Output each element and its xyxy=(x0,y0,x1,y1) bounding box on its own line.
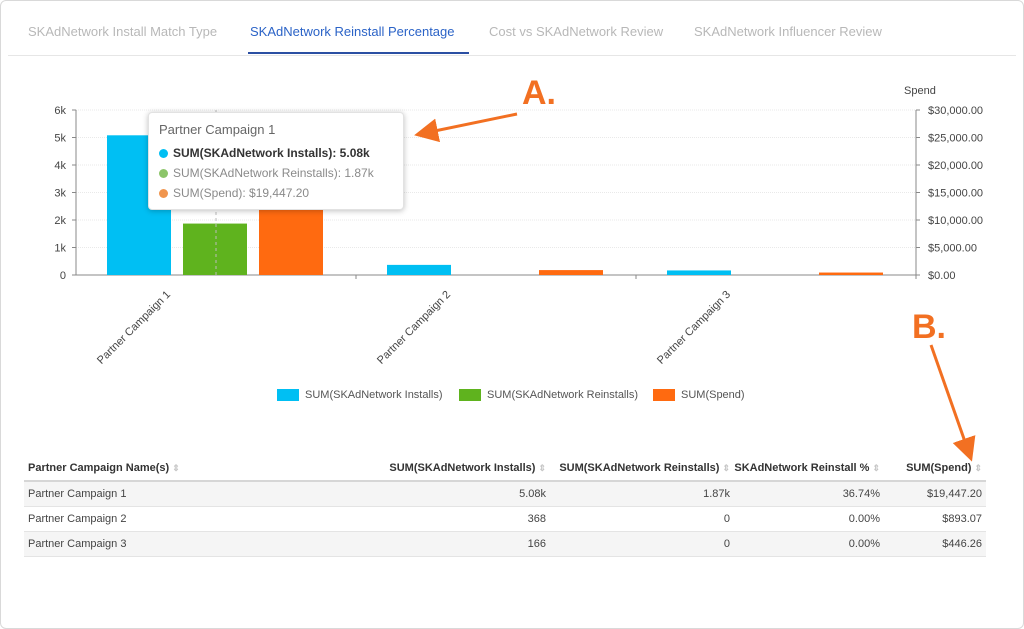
col-header-reinstalls-label: SUM(SKAdNetwork Reinstalls) xyxy=(559,462,720,474)
bar-installs xyxy=(667,270,731,275)
legend-item-spend[interactable]: SUM(Spend) xyxy=(653,389,745,401)
x-tick-label: Partner Campaign 3 xyxy=(655,289,733,367)
table-header-row: Partner Campaign Name(s) ⇕ SUM(SKAdNetwor… xyxy=(24,456,986,482)
cell-reinstall-pct: 36.74% xyxy=(842,488,880,500)
cell-reinstall-pct: 0.00% xyxy=(848,513,880,525)
legend-label-installs: SUM(SKAdNetwork Installs) xyxy=(305,389,443,401)
tooltip-row-installs: SUM(SKAdNetwork Installs): 5.08k xyxy=(159,143,393,163)
col-header-reinstall-pct-label: SKAdNetwork Reinstall % xyxy=(734,462,870,474)
cell-campaign: Partner Campaign 1 xyxy=(28,488,127,500)
table-row[interactable]: Partner Campaign 2 368 0 0.00% $893.07 xyxy=(24,507,986,532)
sort-icon[interactable]: ⇕ xyxy=(872,463,880,473)
cell-reinstall-pct: 0.00% xyxy=(848,538,880,550)
active-tab-indicator xyxy=(248,52,469,54)
tab-install-match-type[interactable]: SKAdNetwork Install Match Type xyxy=(28,24,218,39)
table-row[interactable]: Partner Campaign 1 5.08k 1.87k 36.74% $1… xyxy=(24,482,986,507)
y-tick-label-right: $5,000.00 xyxy=(928,243,977,255)
bar-spend xyxy=(539,270,603,275)
col-header-campaign[interactable]: Partner Campaign Name(s) ⇕ xyxy=(24,462,360,474)
y-tick-label-right: $20,000.00 xyxy=(928,160,983,172)
y-tick-label-left: 0 xyxy=(60,270,66,282)
tab-reinstall-percentage[interactable]: SKAdNetwork Reinstall Percentage xyxy=(250,24,455,39)
y-tick-label-left: 6k xyxy=(54,105,66,117)
annotation-label-a: A. xyxy=(522,74,556,112)
bar-chart: 0 1k 2k 3k 4k 5k 6k $0.00 $5,000.00 $10,000.00 $15… xyxy=(54,85,983,367)
annotation-label-b: B. xyxy=(912,308,946,346)
col-header-spend-label: SUM(Spend) xyxy=(906,462,972,474)
cell-campaign: Partner Campaign 3 xyxy=(28,538,127,550)
legend-swatch-reinstalls xyxy=(459,389,481,401)
legend-label-spend: SUM(Spend) xyxy=(681,389,745,401)
col-header-reinstall-pct[interactable]: SKAdNetwork Reinstall % ⇕ xyxy=(734,462,884,474)
cell-reinstalls: 1.87k xyxy=(703,488,730,500)
chart-legend: SUM(SKAdNetwork Installs) SUM(SKAdNetwor… xyxy=(0,389,1024,405)
y-tick-label-right: $0.00 xyxy=(928,270,956,282)
y-tick-label-right: $10,000.00 xyxy=(928,215,983,227)
col-header-reinstalls[interactable]: SUM(SKAdNetwork Reinstalls) ⇕ xyxy=(550,462,734,474)
tab-influencer-review[interactable]: SKAdNetwork Influencer Review xyxy=(694,24,882,39)
legend-item-reinstalls[interactable]: SUM(SKAdNetwork Reinstalls) xyxy=(459,389,638,401)
chart-tooltip: Partner Campaign 1 SUM(SKAdNetwork Insta… xyxy=(148,112,404,210)
legend-swatch-installs xyxy=(277,389,299,401)
legend-label-reinstalls: SUM(SKAdNetwork Reinstalls) xyxy=(487,389,638,401)
tab-bar: SKAdNetwork Install Match Type SKAdNetwo… xyxy=(8,14,1016,56)
tooltip-text-spend: SUM(Spend): $19,447.20 xyxy=(173,186,310,200)
cell-reinstalls: 0 xyxy=(723,513,730,525)
y-tick-label-left: 2k xyxy=(54,215,66,227)
tooltip-dot-installs xyxy=(159,148,168,158)
x-tick-label: Partner Campaign 1 xyxy=(95,289,173,367)
legend-swatch-spend xyxy=(653,389,675,401)
cell-installs: 368 xyxy=(527,513,546,525)
tab-cost-vs-review[interactable]: Cost vs SKAdNetwork Review xyxy=(489,24,664,39)
sort-icon[interactable]: ⇕ xyxy=(538,463,546,473)
cell-spend: $446.26 xyxy=(942,538,982,550)
tooltip-dot-reinstalls xyxy=(159,168,168,178)
data-table: Partner Campaign Name(s) ⇕ SUM(SKAdNetwor… xyxy=(24,456,986,557)
cell-spend: $893.07 xyxy=(942,513,982,525)
col-header-spend[interactable]: SUM(Spend) ⇕ xyxy=(884,462,986,474)
y-tick-label-left: 3k xyxy=(54,188,66,200)
right-axis-title: Spend xyxy=(904,85,936,97)
bar-installs xyxy=(387,264,451,275)
tooltip-row-reinstalls: SUM(SKAdNetwork Reinstalls): 1.87k xyxy=(159,163,393,183)
legend-item-installs[interactable]: SUM(SKAdNetwork Installs) xyxy=(277,389,443,401)
tooltip-text-reinstalls: SUM(SKAdNetwork Reinstalls): 1.87k xyxy=(173,166,374,180)
cell-installs: 5.08k xyxy=(519,488,546,500)
y-tick-label-right: $30,000.00 xyxy=(928,105,983,117)
y-tick-label-right: $15,000.00 xyxy=(928,188,983,200)
cell-reinstalls: 0 xyxy=(723,538,730,550)
y-tick-label-right: $25,000.00 xyxy=(928,133,983,145)
tooltip-title: Partner Campaign 1 xyxy=(159,122,276,137)
sort-icon[interactable]: ⇕ xyxy=(722,463,730,473)
sort-icon[interactable]: ⇕ xyxy=(974,463,982,473)
col-header-installs[interactable]: SUM(SKAdNetwork Installs) ⇕ xyxy=(360,462,550,474)
y-tick-label-left: 1k xyxy=(54,243,66,255)
col-header-campaign-label: Partner Campaign Name(s) xyxy=(28,462,170,474)
bar-spend xyxy=(819,272,883,275)
tooltip-dot-spend xyxy=(159,188,168,198)
tooltip-text-installs: SUM(SKAdNetwork Installs): 5.08k xyxy=(173,146,370,160)
x-tick-label: Partner Campaign 2 xyxy=(375,289,453,367)
col-header-installs-label: SUM(SKAdNetwork Installs) xyxy=(389,462,536,474)
tooltip-row-spend: SUM(Spend): $19,447.20 xyxy=(159,183,393,203)
bar-reinstalls xyxy=(183,223,247,275)
sort-icon[interactable]: ⇕ xyxy=(172,463,180,473)
cell-installs: 166 xyxy=(527,538,546,550)
cell-campaign: Partner Campaign 2 xyxy=(28,513,127,525)
y-tick-label-left: 5k xyxy=(54,133,66,145)
cell-spend: $19,447.20 xyxy=(926,488,982,500)
table-row[interactable]: Partner Campaign 3 166 0 0.00% $446.26 xyxy=(24,532,986,557)
y-tick-label-left: 4k xyxy=(54,160,66,172)
